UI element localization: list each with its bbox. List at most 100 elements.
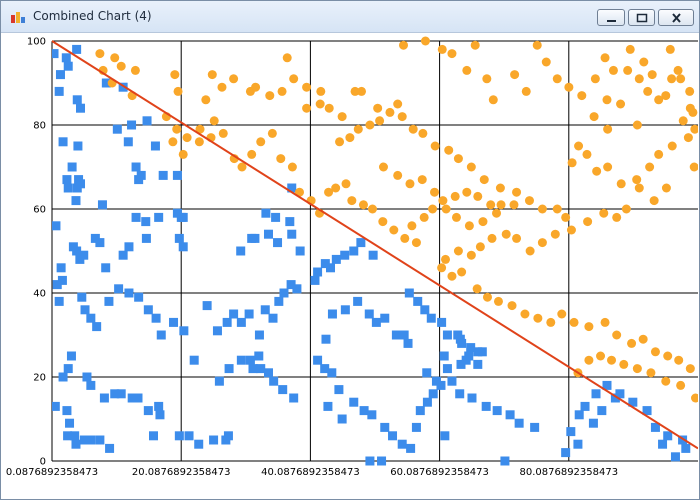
- circle-point: [616, 99, 626, 109]
- square-point: [588, 418, 598, 428]
- circle-point: [616, 179, 626, 189]
- square-point: [278, 385, 288, 395]
- circle-point: [353, 124, 363, 134]
- circle-point: [590, 74, 600, 84]
- circle-point: [170, 70, 180, 80]
- square-point: [326, 263, 336, 273]
- square-point: [124, 288, 134, 298]
- circle-point: [294, 187, 304, 197]
- circle-point: [251, 82, 261, 92]
- square-point: [236, 317, 246, 327]
- circle-point: [661, 376, 671, 386]
- square-point: [365, 456, 375, 466]
- circle-point: [557, 309, 567, 319]
- circle-point: [667, 74, 677, 84]
- circle-point: [487, 233, 497, 243]
- square-point: [628, 397, 638, 407]
- circle-point: [525, 246, 535, 256]
- square-point: [610, 393, 620, 403]
- circle-point: [335, 137, 345, 147]
- circle-point: [277, 86, 287, 96]
- circle-point: [365, 120, 375, 130]
- circle-point: [510, 70, 520, 80]
- maximize-icon: [636, 13, 648, 23]
- square-point: [573, 439, 583, 449]
- circle-point: [302, 82, 312, 92]
- square-point: [142, 116, 152, 126]
- square-point: [442, 330, 452, 340]
- square-point: [422, 368, 432, 378]
- circle-point: [473, 191, 483, 201]
- square-point: [65, 418, 75, 428]
- square-point: [131, 162, 141, 172]
- square-point: [658, 439, 668, 449]
- circle-point: [116, 61, 126, 71]
- square-point: [66, 351, 76, 361]
- square-point: [169, 317, 179, 327]
- circle-point: [195, 124, 205, 134]
- circle-point: [537, 238, 547, 248]
- square-point: [492, 406, 502, 416]
- square-point: [52, 221, 61, 231]
- circle-point: [441, 204, 451, 214]
- square-point: [473, 347, 483, 357]
- square-point: [99, 393, 109, 403]
- square-point: [63, 61, 73, 71]
- close-button[interactable]: [658, 9, 694, 26]
- y-tick-label: 60: [33, 205, 46, 216]
- circle-point: [663, 351, 673, 361]
- circle-point: [667, 141, 677, 151]
- circle-point: [450, 191, 460, 201]
- circle-point: [482, 74, 492, 84]
- square-point: [320, 259, 330, 269]
- y-tick-label: 80: [33, 121, 46, 132]
- square-point: [440, 431, 450, 441]
- circle-point: [676, 380, 686, 390]
- square-point: [97, 200, 107, 210]
- square-point: [461, 355, 471, 365]
- circle-point: [507, 301, 517, 311]
- circle-point: [428, 204, 438, 214]
- square-point: [90, 233, 100, 243]
- circle-point: [619, 359, 629, 369]
- square-point: [404, 288, 414, 298]
- square-point: [248, 364, 258, 374]
- square-point: [127, 120, 137, 130]
- circle-point: [110, 53, 120, 63]
- circle-point: [358, 200, 368, 210]
- square-point: [101, 263, 111, 273]
- circle-point: [182, 133, 192, 143]
- circle-point: [532, 40, 542, 50]
- square-point: [58, 137, 68, 147]
- square-point: [420, 305, 430, 315]
- square-point: [269, 376, 279, 386]
- x-tick-label: 80.0876892358473: [519, 467, 618, 478]
- square-point: [279, 288, 289, 298]
- circle-point: [546, 317, 556, 327]
- square-point: [663, 431, 673, 441]
- square-point: [133, 393, 143, 403]
- circle-point: [256, 137, 266, 147]
- circle-point: [690, 393, 698, 403]
- square-point: [86, 313, 96, 323]
- minimize-button[interactable]: [597, 9, 625, 26]
- square-point: [76, 103, 86, 113]
- square-point: [431, 376, 441, 386]
- circle-point: [478, 217, 488, 227]
- circle-point: [676, 74, 686, 84]
- maximize-button[interactable]: [628, 9, 655, 26]
- square-point: [388, 431, 398, 441]
- title-bar[interactable]: Combined Chart (4): [1, 1, 699, 33]
- square-point: [158, 170, 168, 180]
- square-point: [236, 246, 246, 256]
- circle-point: [592, 166, 602, 176]
- circle-point: [654, 149, 664, 159]
- circle-point: [574, 141, 584, 151]
- square-point: [364, 309, 374, 319]
- square-point: [455, 334, 465, 344]
- circle-point: [492, 208, 502, 218]
- circle-point: [407, 221, 417, 231]
- square-point: [292, 284, 302, 294]
- minimize-icon: [607, 20, 616, 22]
